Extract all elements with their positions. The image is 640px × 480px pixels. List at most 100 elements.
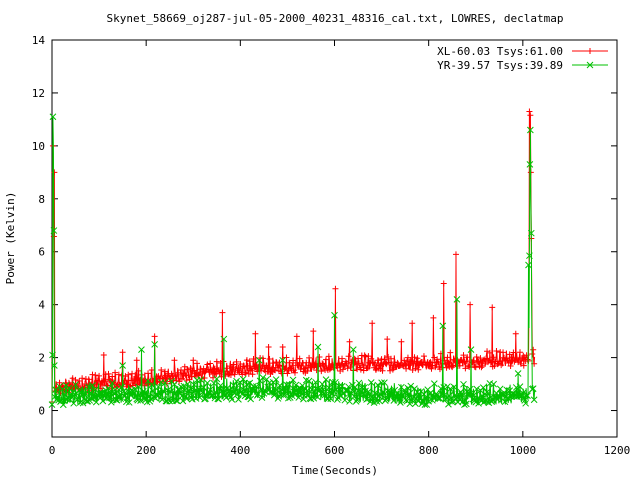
data-point <box>285 381 293 388</box>
data-point <box>527 126 534 134</box>
data-point <box>99 397 107 405</box>
data-point <box>447 349 454 356</box>
data-point <box>291 367 298 374</box>
data-point <box>360 390 368 398</box>
data-point <box>295 394 303 401</box>
data-point <box>420 390 428 398</box>
data-point <box>362 353 369 360</box>
data-point <box>383 394 391 402</box>
data-point <box>500 349 507 356</box>
data-point <box>135 367 142 374</box>
data-point <box>350 392 358 400</box>
data-point <box>89 381 96 389</box>
data-point <box>257 385 265 393</box>
data-point <box>519 389 527 397</box>
data-point <box>122 373 129 380</box>
data-point <box>331 311 338 319</box>
data-point <box>293 333 300 340</box>
data-point <box>204 379 211 387</box>
data-point <box>404 354 411 361</box>
data-point <box>374 357 381 364</box>
data-point <box>233 377 240 385</box>
data-point <box>398 338 405 345</box>
data-point <box>213 358 220 365</box>
data-point <box>181 363 188 370</box>
data-point <box>240 363 247 370</box>
data-point <box>346 338 353 345</box>
data-point <box>271 390 279 398</box>
data-point <box>520 362 527 369</box>
data-point <box>190 357 197 364</box>
data-point <box>430 314 437 321</box>
data-point <box>397 399 404 406</box>
data-point <box>374 381 382 389</box>
data-point <box>353 361 360 368</box>
data-point <box>426 359 433 366</box>
data-point <box>283 381 290 389</box>
data-point <box>450 362 457 369</box>
data-point <box>237 360 244 367</box>
data-point <box>489 304 496 311</box>
data-point <box>401 357 408 364</box>
data-point <box>131 376 138 383</box>
data-point <box>230 382 238 389</box>
data-point <box>296 355 303 362</box>
data-point <box>51 362 58 369</box>
data-point <box>109 373 116 380</box>
data-point <box>96 372 103 379</box>
data-point <box>148 367 155 374</box>
data-point <box>145 370 152 377</box>
data-point <box>479 384 487 391</box>
data-point <box>530 346 537 353</box>
data-point <box>442 361 449 368</box>
data-point <box>283 354 290 361</box>
data-point <box>118 383 126 391</box>
data-point <box>516 383 524 390</box>
data-point <box>261 365 268 372</box>
x-axis-label: Time(Seconds) <box>292 464 378 477</box>
data-point <box>451 356 458 363</box>
data-point <box>166 397 174 405</box>
legend-label: XL-60.03 Tsys:61.00 <box>437 45 563 58</box>
data-point <box>289 362 296 369</box>
data-point <box>439 322 447 330</box>
data-point <box>97 381 104 388</box>
data-point <box>435 358 442 365</box>
x-tick-labels: 0 200 400 600 800 1000 1200 <box>49 444 631 457</box>
data-point <box>72 376 79 383</box>
data-point <box>304 391 312 399</box>
data-point <box>458 390 465 398</box>
data-point <box>268 388 276 396</box>
data-point <box>266 356 273 363</box>
data-point <box>514 370 522 377</box>
y-tick-label: 4 <box>38 299 45 312</box>
data-point <box>517 349 524 356</box>
data-point <box>343 386 351 394</box>
x-tick-label: 200 <box>136 444 156 457</box>
data-point <box>349 346 357 354</box>
data-point <box>285 394 292 402</box>
data-point <box>329 378 336 386</box>
y-tick-label: 8 <box>38 193 45 206</box>
data-point <box>430 380 438 388</box>
data-point <box>192 395 200 402</box>
data-point <box>420 353 427 360</box>
data-point <box>445 359 452 366</box>
data-point <box>273 359 280 366</box>
data-point <box>345 383 352 391</box>
data-point <box>321 391 329 399</box>
data-point <box>378 379 385 387</box>
data-point <box>325 353 332 360</box>
data-point <box>100 351 107 358</box>
data-point <box>178 366 185 373</box>
data-point <box>319 386 327 393</box>
data-point <box>213 375 221 383</box>
data-point <box>404 384 412 392</box>
data-point <box>242 387 250 394</box>
y-tick-label: 2 <box>38 352 45 365</box>
data-point <box>318 380 326 388</box>
y-tick-label: 14 <box>32 34 46 47</box>
data-point <box>322 376 330 383</box>
data-point <box>76 377 83 384</box>
data-point <box>270 360 277 367</box>
